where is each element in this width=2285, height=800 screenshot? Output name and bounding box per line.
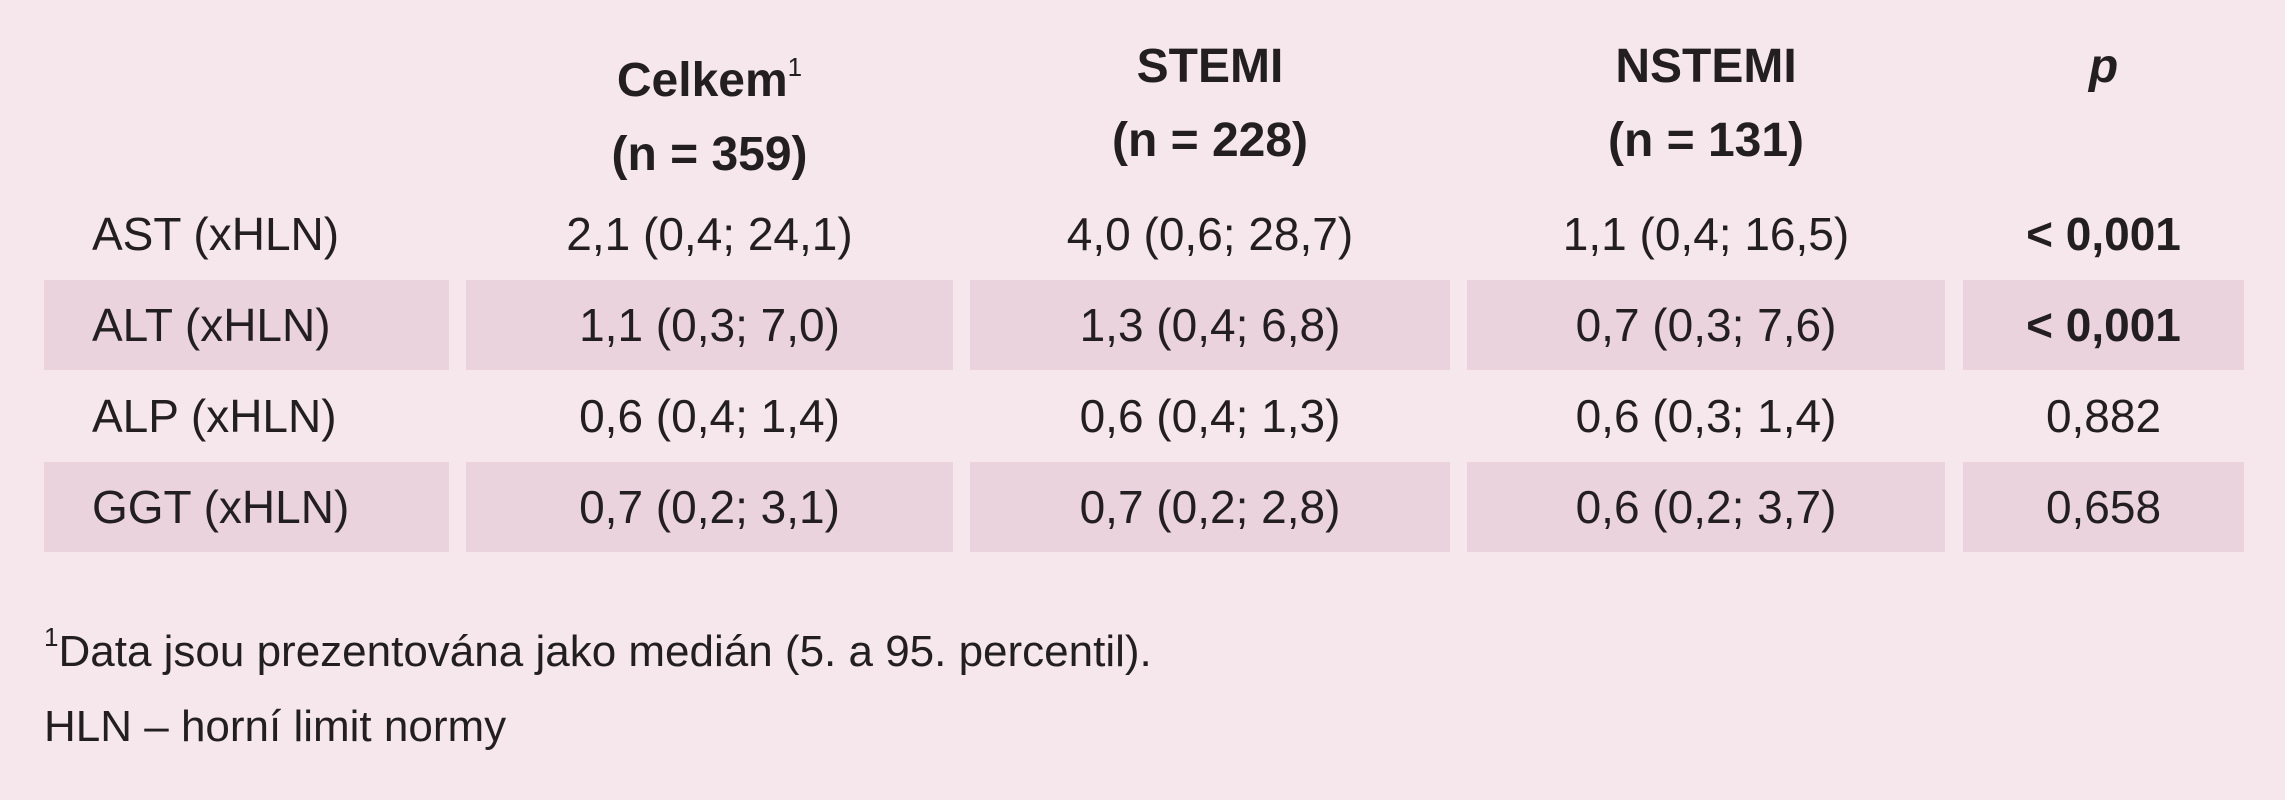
data-cell: 0,7 (0,2; 3,1) [466, 462, 953, 552]
header-line: STEMI [970, 30, 1450, 104]
header-line: Celkem1 [466, 30, 953, 118]
data-cell: 2,1 (0,4; 24,1) [566, 208, 853, 260]
header-n: (n = 228) [970, 104, 1450, 178]
row-label: GGT (xHLN) [44, 462, 449, 552]
data-cell: < 0,001 [1963, 280, 2244, 370]
data-cell: 0,7 (0,3; 7,6) [1467, 280, 1945, 370]
header-label: p [2088, 40, 2119, 93]
data-cell: 1,1 (0,3; 7,0) [466, 280, 953, 370]
data-cell: 0,882 [2045, 390, 2162, 442]
footnote-text: Data jsou prezentována jako medián (5. a… [58, 627, 1152, 676]
footnote-text: HLN – horní limit normy [44, 702, 507, 751]
n-count: (n = 131) [1607, 114, 1805, 167]
footnote: 1Data jsou prezentována jako medián (5. … [44, 622, 1152, 677]
column-header: p [1963, 30, 2244, 104]
row-label: ALT (xHLN) [44, 280, 449, 370]
data-cell: 0,6 (0,4; 1,4) [579, 390, 840, 442]
column-header: Celkem1 (n = 359) [466, 30, 953, 192]
row-label: AST (xHLN) [92, 208, 340, 260]
data-cell: 1,1 (0,4; 16,5) [1562, 208, 1850, 260]
header-label: NSTEMI [1615, 40, 1797, 93]
data-cell: 0,7 (0,2; 2,8) [970, 462, 1450, 552]
data-cell: 1,3 (0,4; 6,8) [970, 280, 1450, 370]
header-label: STEMI [1136, 40, 1284, 93]
n-count: (n = 228) [1111, 114, 1309, 167]
data-cell: 0,6 (0,3; 1,4) [1575, 390, 1837, 442]
column-header: NSTEMI (n = 131) [1467, 30, 1945, 178]
n-count: (n = 359) [611, 128, 808, 181]
data-cell: 0,6 (0,4; 1,3) [1079, 390, 1341, 442]
row-label: ALP (xHLN) [92, 390, 337, 442]
data-cell: < 0,001 [2026, 208, 2181, 260]
header-n: (n = 131) [1467, 104, 1945, 178]
data-cell: 0,6 (0,2; 3,7) [1467, 462, 1945, 552]
data-cell: 0,658 [1963, 462, 2244, 552]
footnote-mark: 1 [787, 52, 803, 82]
header-label: Celkem [616, 54, 788, 107]
data-cell: 4,0 (0,6; 28,7) [1066, 208, 1354, 260]
header-line: p [1963, 30, 2244, 104]
header-line: NSTEMI [1467, 30, 1945, 104]
footnote-mark: 1 [44, 622, 59, 652]
column-header: STEMI (n = 228) [970, 30, 1450, 178]
header-n: (n = 359) [466, 118, 953, 192]
footnote: HLN – horní limit normy [44, 702, 506, 752]
